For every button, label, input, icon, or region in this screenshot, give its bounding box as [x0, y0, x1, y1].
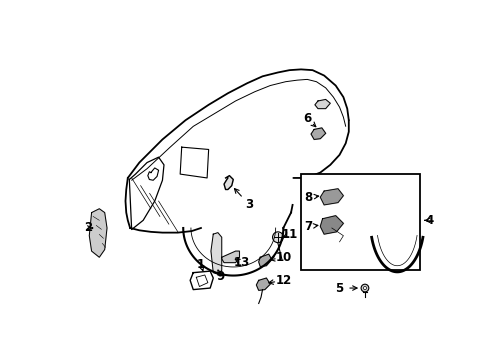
- Polygon shape: [258, 254, 271, 266]
- Polygon shape: [210, 233, 221, 274]
- Circle shape: [363, 287, 366, 289]
- Text: 11: 11: [281, 228, 297, 240]
- Polygon shape: [320, 189, 343, 205]
- Text: 2: 2: [83, 221, 92, 234]
- Text: 5: 5: [335, 282, 343, 294]
- Circle shape: [360, 284, 368, 292]
- Polygon shape: [320, 216, 343, 234]
- Polygon shape: [89, 209, 107, 257]
- Text: 7: 7: [304, 220, 312, 233]
- Text: 13: 13: [233, 256, 249, 269]
- Text: 4: 4: [425, 214, 433, 227]
- Text: 1: 1: [197, 258, 204, 271]
- Polygon shape: [314, 99, 329, 109]
- Text: 9: 9: [216, 270, 224, 283]
- Polygon shape: [221, 251, 239, 263]
- Text: 10: 10: [275, 251, 292, 264]
- Text: 8: 8: [304, 191, 312, 204]
- Text: 12: 12: [275, 274, 292, 287]
- Bar: [301, 174, 420, 270]
- Polygon shape: [256, 278, 270, 291]
- Text: 3: 3: [245, 198, 253, 211]
- Circle shape: [272, 232, 283, 243]
- Polygon shape: [310, 128, 325, 139]
- Polygon shape: [224, 176, 233, 189]
- Text: 6: 6: [303, 112, 311, 125]
